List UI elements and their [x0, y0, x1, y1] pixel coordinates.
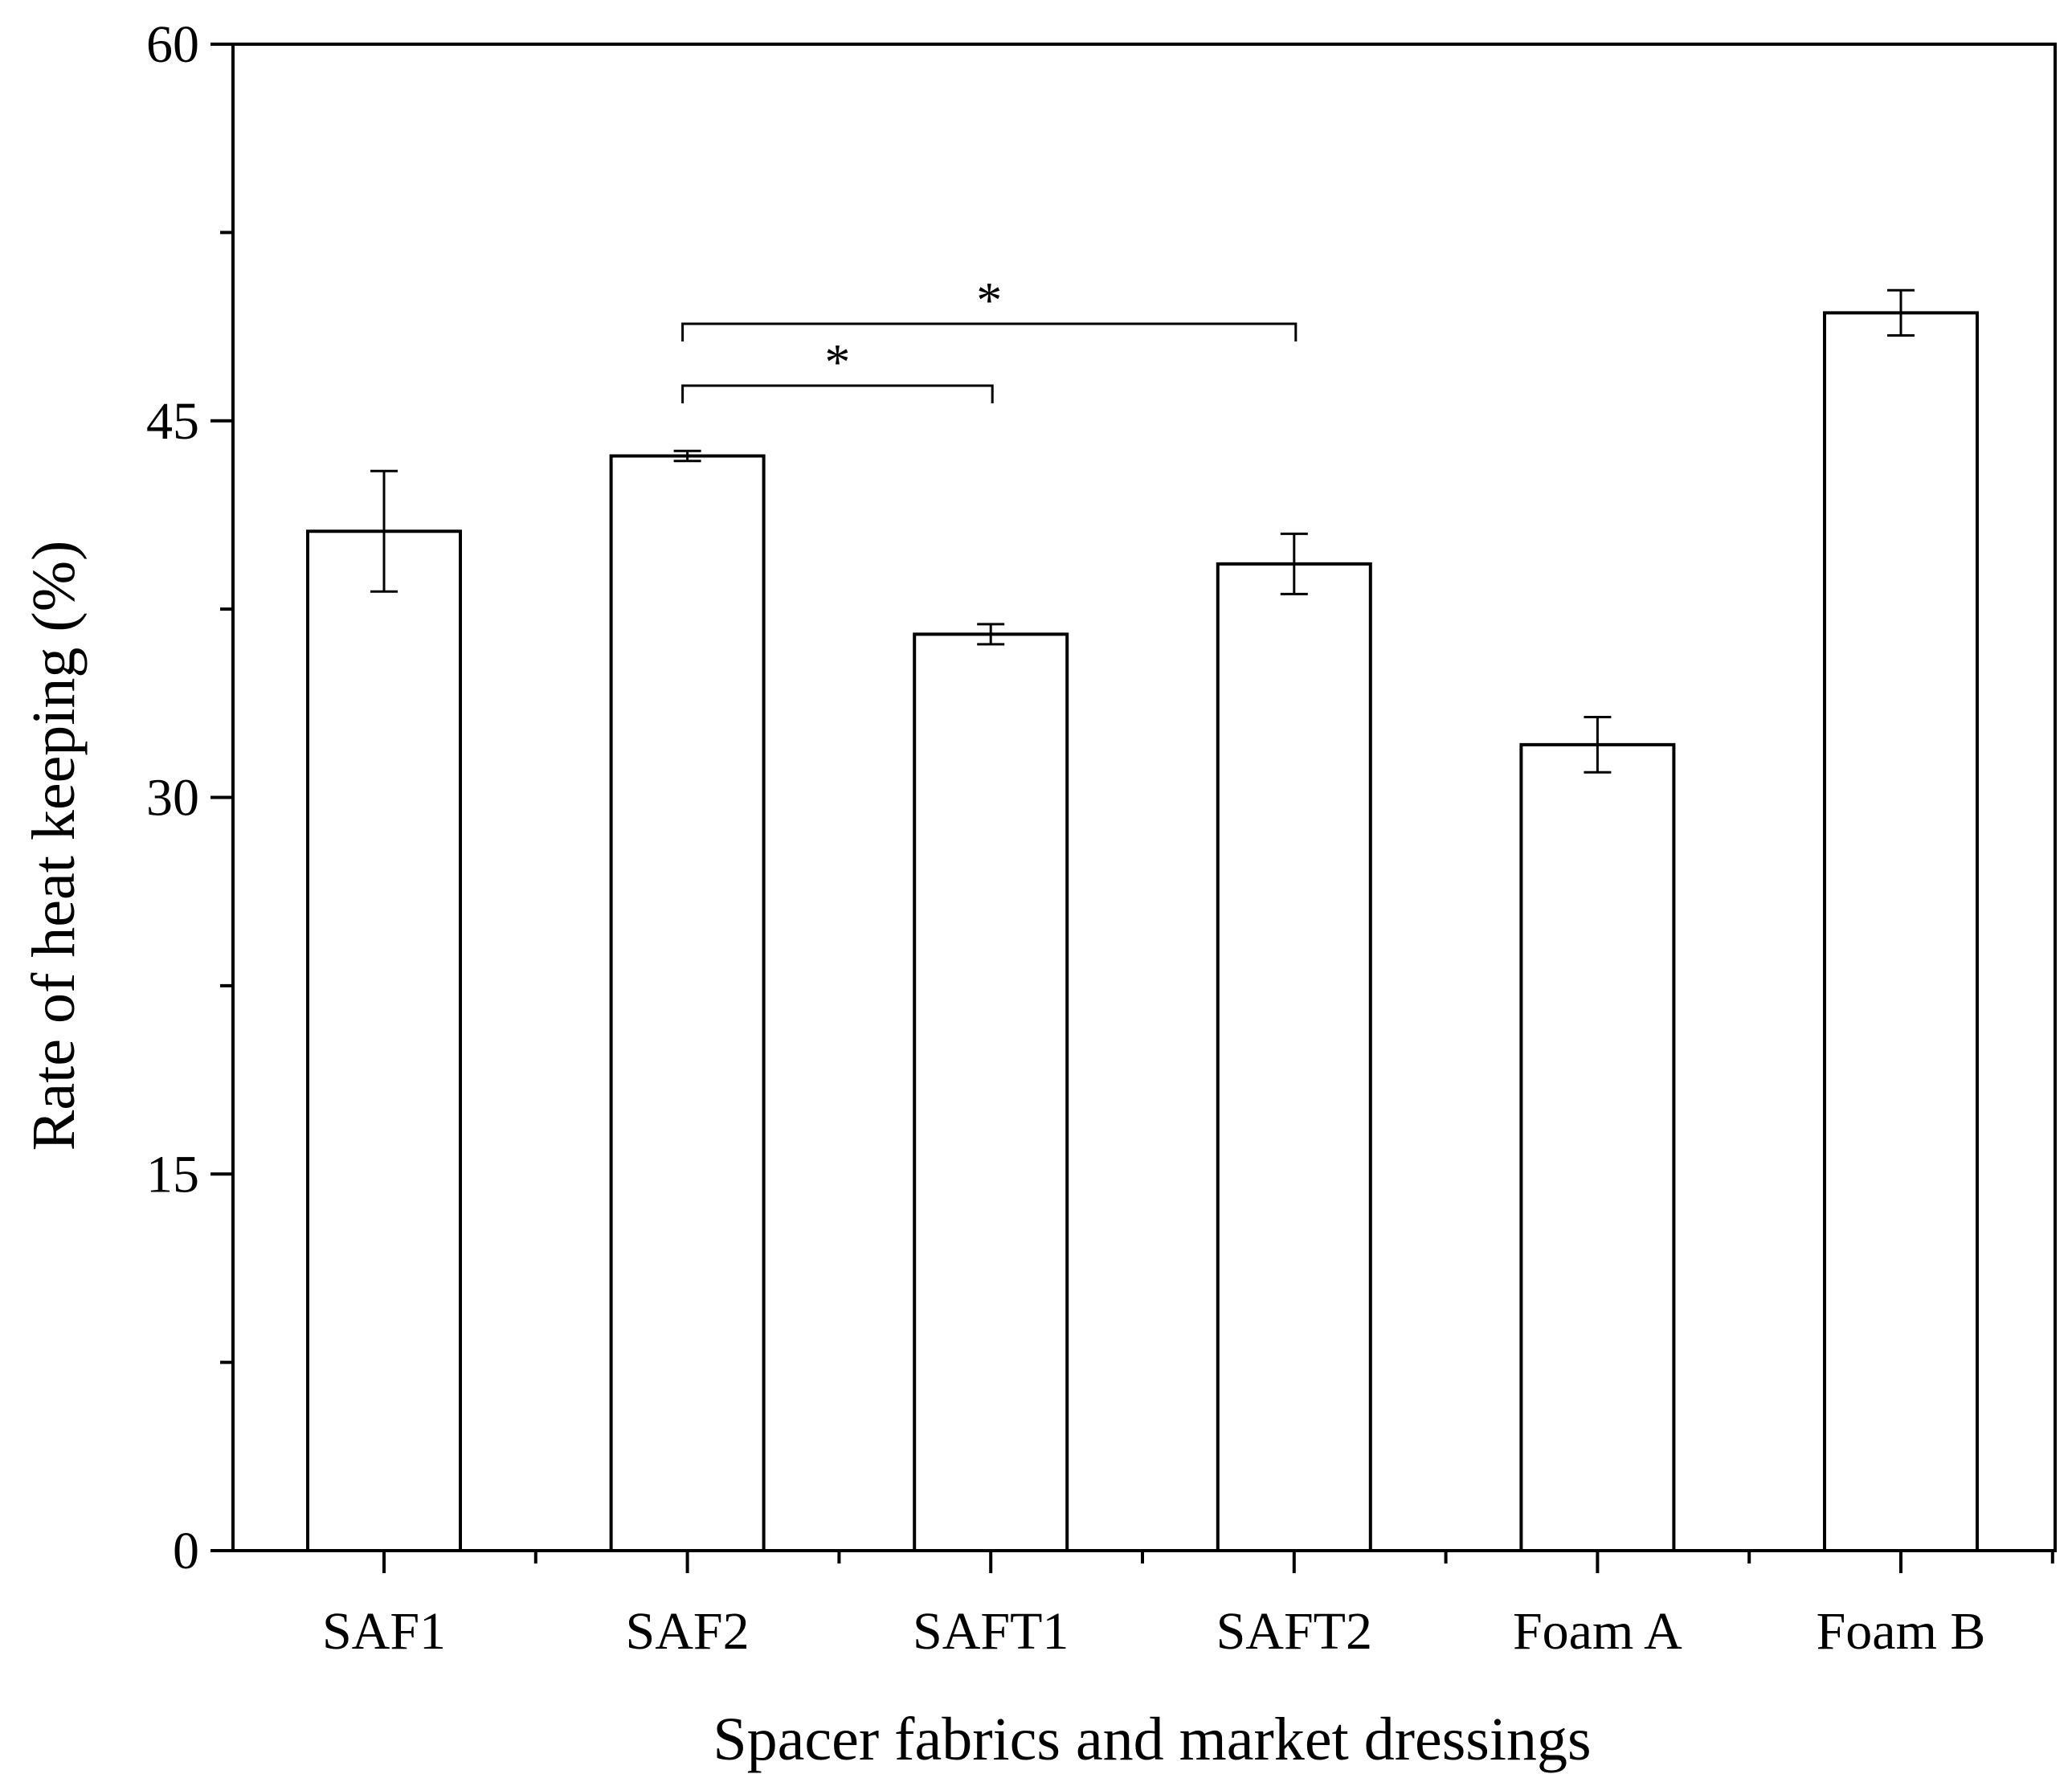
plot-frame	[231, 43, 2057, 1552]
significance-bracket	[681, 322, 1298, 341]
bar	[1519, 742, 1676, 1552]
y-tick-label: 45	[146, 392, 199, 451]
x-tick-label: SAF2	[626, 1602, 750, 1661]
x-tick-label: Foam B	[1817, 1602, 1986, 1661]
bar	[306, 529, 462, 1552]
y-axis-title: Rate of heat keeping (%)	[20, 541, 88, 1151]
x-tick-label: SAF1	[322, 1602, 446, 1661]
significance-star: *	[824, 333, 850, 390]
x-tick-label: SAFT1	[913, 1602, 1069, 1661]
bar	[913, 632, 1069, 1552]
y-tick-label: 0	[173, 1522, 199, 1580]
significance-star: *	[976, 272, 1002, 329]
significance-bracket	[681, 384, 994, 403]
bar	[1216, 562, 1372, 1552]
bar	[609, 454, 766, 1552]
x-axis-title: Spacer fabrics and market dressings	[713, 1706, 1591, 1773]
x-tick-label: Foam A	[1513, 1602, 1682, 1661]
y-tick-label: 60	[146, 15, 199, 74]
y-tick-label: 15	[146, 1145, 199, 1204]
x-tick-label: SAFT2	[1216, 1602, 1372, 1661]
y-tick-label: 30	[146, 769, 199, 828]
bar	[1823, 311, 1979, 1552]
